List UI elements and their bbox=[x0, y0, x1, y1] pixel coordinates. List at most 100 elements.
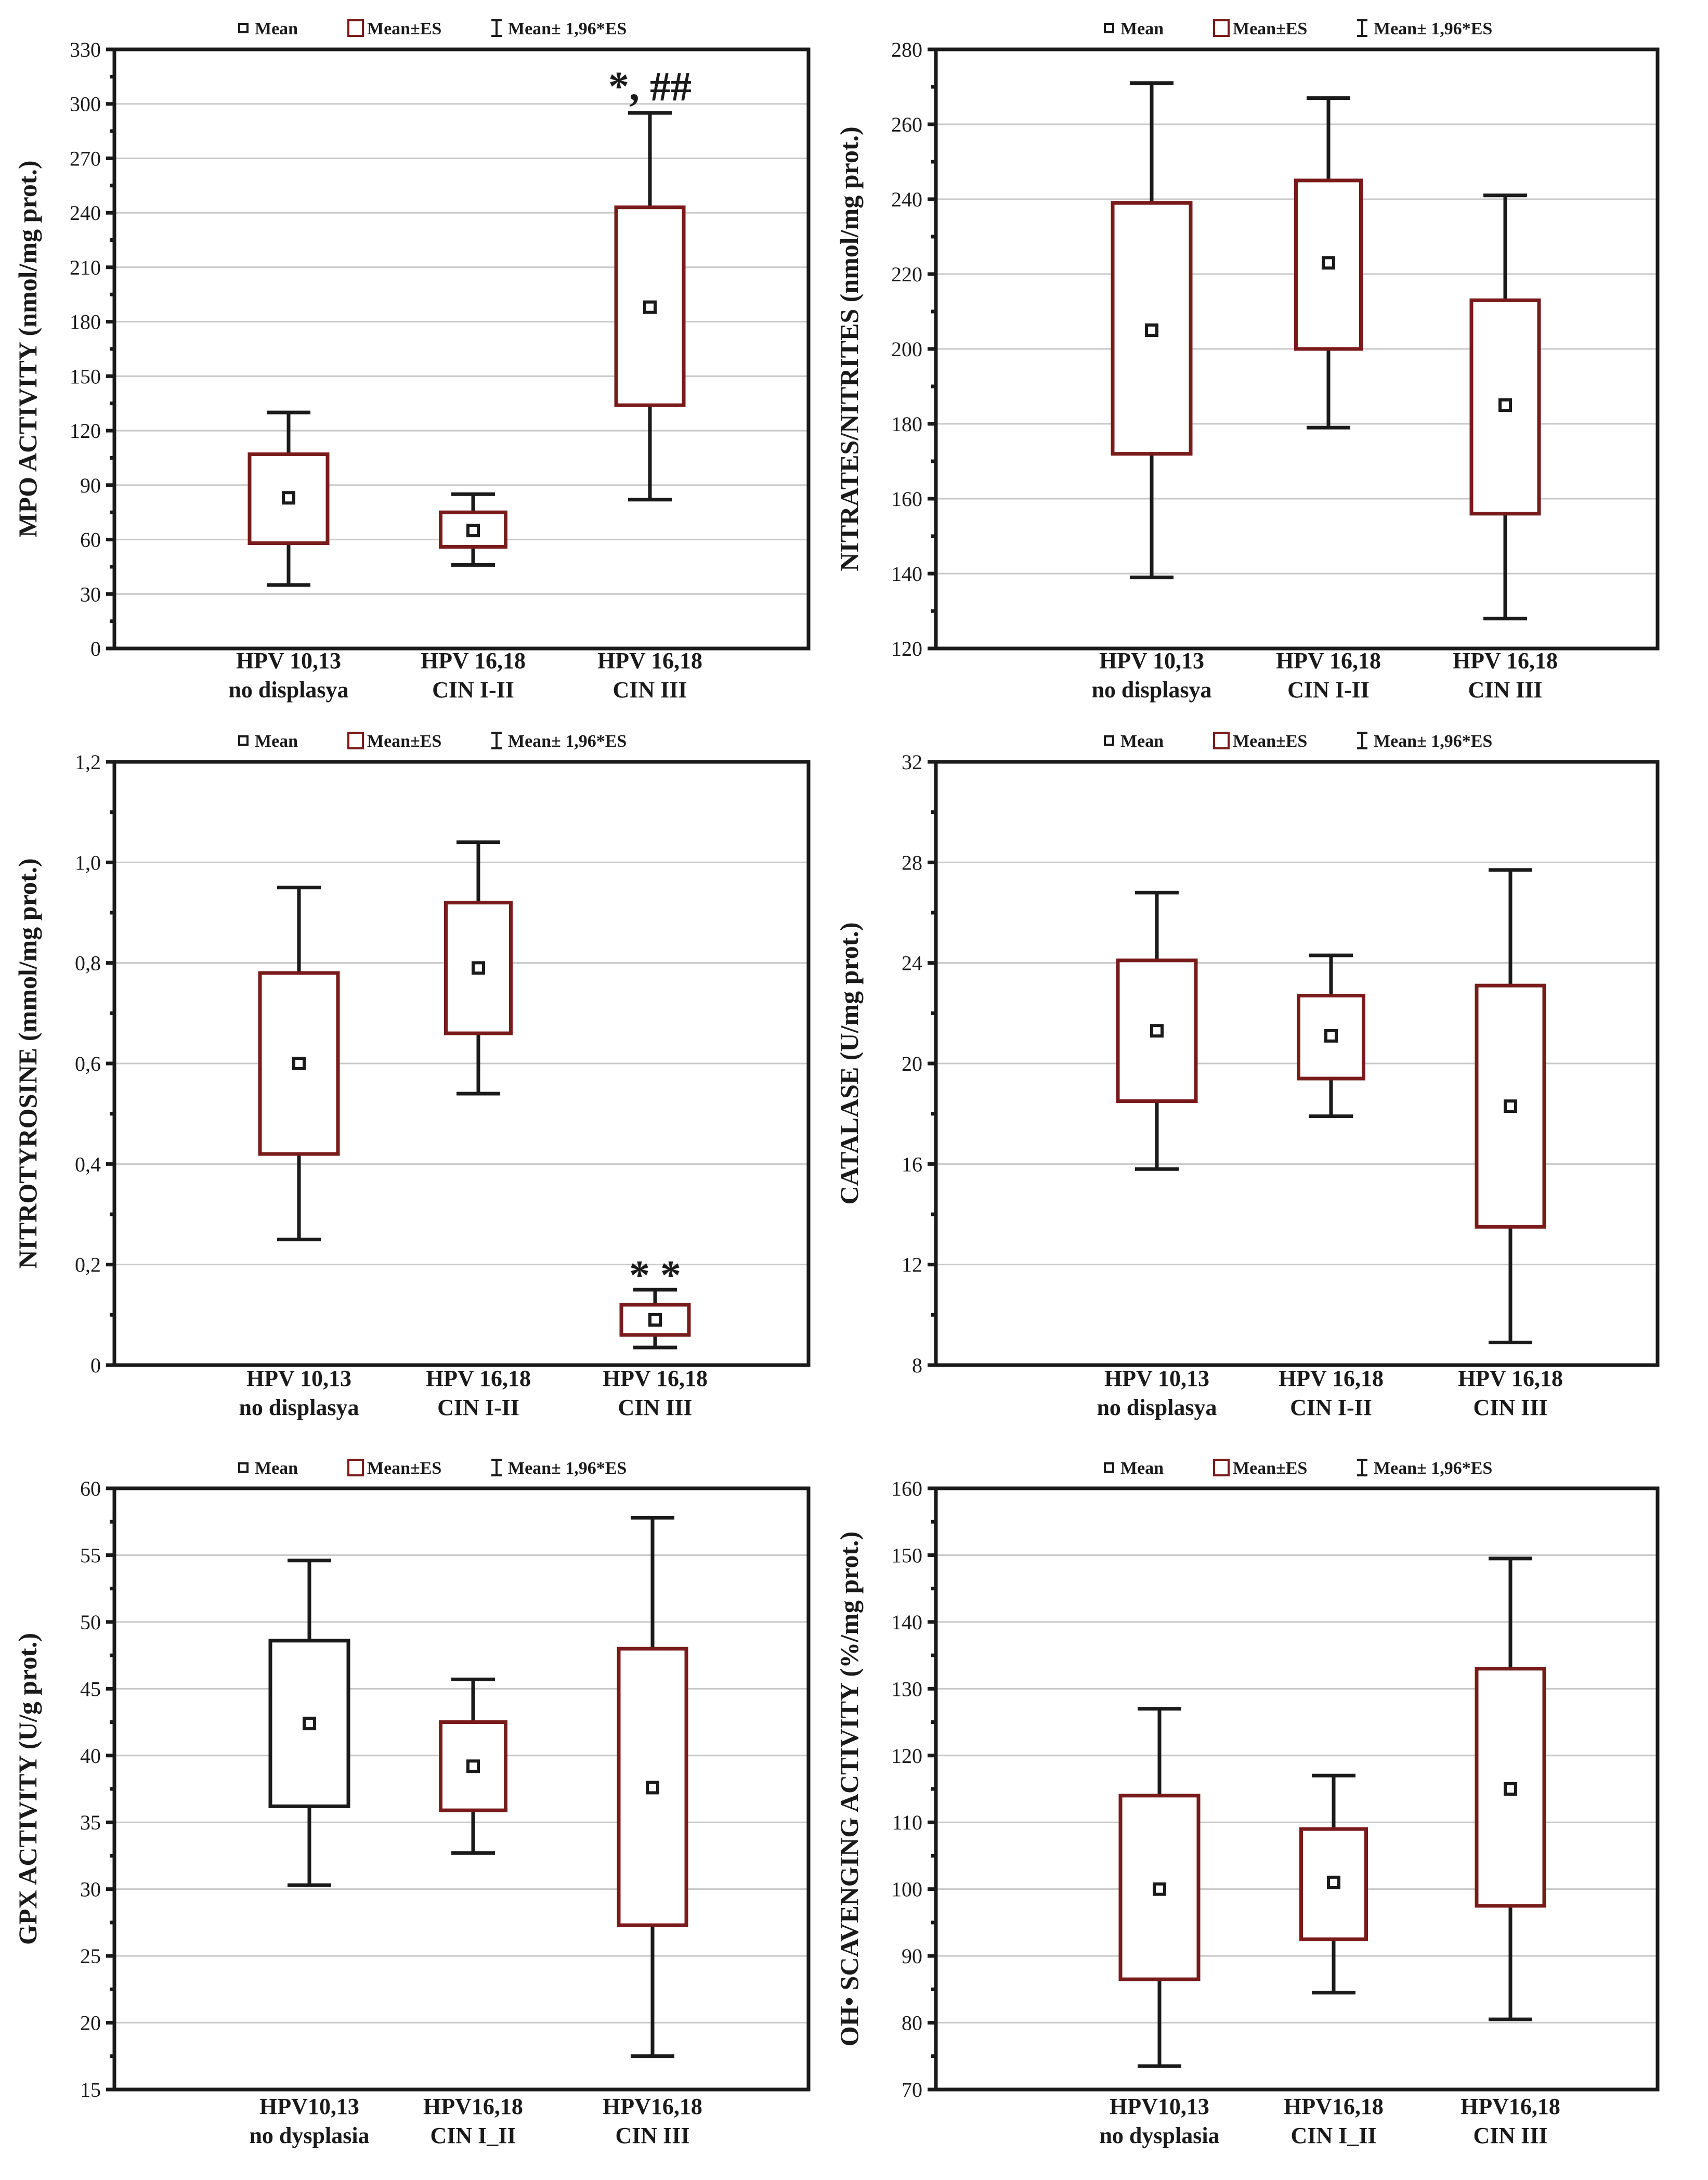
x-category-sublabel: CIN III bbox=[1473, 2123, 1547, 2148]
legend-mean-icon bbox=[238, 735, 249, 746]
series-1 bbox=[268, 1559, 350, 1887]
mean-marker bbox=[303, 1717, 316, 1731]
legend-se-label: Mean±ES bbox=[367, 1459, 441, 1478]
y-tick-label: 60 bbox=[80, 528, 101, 552]
y-axis-label: NITRATES/NITRITES (nmol/mg prot.) bbox=[835, 126, 864, 571]
mean-marker bbox=[1498, 398, 1512, 412]
y-tick-label: 140 bbox=[891, 562, 922, 586]
y-tick-label: 25 bbox=[80, 1944, 101, 1968]
legend-se-icon bbox=[347, 1459, 364, 1476]
legend-ci-label: Mean± 1,96*ES bbox=[1374, 1459, 1492, 1478]
series-2 bbox=[1294, 96, 1363, 430]
y-axis-label: OH• SCAVENGING ACTIVITY (%/mg prot.) bbox=[835, 1532, 864, 2046]
y-tick-label: 130 bbox=[891, 1677, 922, 1701]
series-1 bbox=[258, 886, 340, 1241]
legend-mean-label: Mean bbox=[1120, 19, 1164, 38]
x-category-sublabel: CIN I-II bbox=[432, 677, 514, 703]
x-category-label: HPV 10,13 bbox=[246, 1366, 351, 1391]
x-category-label: HPV 16,18 bbox=[1276, 648, 1381, 673]
legend-mean-icon bbox=[238, 23, 249, 33]
legend-mean-icon bbox=[1104, 23, 1114, 33]
y-tick-label: 160 bbox=[891, 487, 922, 511]
y-tick-label: 45 bbox=[80, 1677, 101, 1701]
series-3 bbox=[1475, 1556, 1546, 2021]
x-category-sublabel: no dysplasia bbox=[249, 2123, 369, 2148]
y-tick-label: 140 bbox=[891, 1611, 922, 1634]
y-axis-label: GPX ACTIVITY (U/g prot.) bbox=[13, 1633, 42, 1945]
legend-se-label: Mean±ES bbox=[367, 19, 441, 38]
y-tick-label: 0 bbox=[90, 637, 101, 660]
legend-ci-icon bbox=[491, 732, 502, 749]
y-tick-label: 12 bbox=[902, 1253, 922, 1277]
y-tick-label: 28 bbox=[902, 851, 922, 874]
mean-marker bbox=[1327, 1875, 1340, 1889]
y-tick-label: 210 bbox=[70, 256, 101, 279]
y-tick-label: 20 bbox=[902, 1052, 922, 1075]
legend: Mean Mean±ES Mean± 1,96*ES bbox=[1104, 732, 1492, 751]
series-3 bbox=[614, 111, 686, 502]
mean-marker bbox=[1324, 1029, 1338, 1043]
x-category-sublabel: CIN III bbox=[612, 677, 687, 703]
chart-panel-6: 70 80 90 100 110 120 130 140 150 160 OH• SCAVENGIN… bbox=[835, 1459, 1660, 2148]
mean-marker bbox=[643, 300, 657, 314]
plot-frame bbox=[112, 760, 811, 1367]
x-category-sublabel: CIN I_II bbox=[1290, 2123, 1376, 2148]
legend-ci-icon bbox=[1357, 19, 1367, 37]
x-category-label: HPV 16,18 bbox=[1279, 1366, 1384, 1391]
series-1 bbox=[247, 410, 330, 587]
series-1 bbox=[1111, 81, 1193, 579]
x-category-sublabel: CIN III bbox=[1473, 1395, 1547, 1420]
y-tick-label: 120 bbox=[70, 419, 101, 443]
mean-marker bbox=[282, 491, 295, 505]
legend-ci-icon bbox=[491, 19, 502, 37]
legend-se-label: Mean±ES bbox=[367, 732, 441, 751]
y-tick-label: 120 bbox=[891, 637, 922, 660]
mean-marker bbox=[466, 1759, 480, 1773]
legend-mean-label: Mean bbox=[255, 19, 298, 38]
y-tick-label: 16 bbox=[902, 1152, 922, 1176]
legend-se-icon bbox=[1213, 732, 1230, 749]
x-category-label: HPV 16,18 bbox=[1453, 648, 1558, 673]
y-tick-label: 1,2 bbox=[75, 750, 101, 774]
x-category-label: HPV16,18 bbox=[1461, 2094, 1560, 2119]
legend: Mean Mean±ES Mean± 1,96*ES bbox=[1104, 1459, 1492, 1478]
x-category-label: HPV 16,18 bbox=[597, 648, 702, 673]
legend-ci-label: Mean± 1,96*ES bbox=[508, 732, 627, 751]
legend-se-icon bbox=[1213, 1459, 1230, 1476]
y-tick-label: 1,0 bbox=[75, 851, 101, 874]
x-category-sublabel: CIN I-II bbox=[1290, 1395, 1372, 1420]
x-category-label: HPV 16,18 bbox=[1458, 1366, 1563, 1391]
x-category-sublabel: CIN III bbox=[1468, 677, 1542, 703]
chart-panel-3: 0 0,2 0,4 0,6 0,8 1,0 1,2 NITROTYROSINE (mmol/m… bbox=[13, 732, 811, 1420]
legend-ci-label: Mean± 1,96*ES bbox=[1374, 732, 1492, 751]
mean-marker bbox=[1150, 1024, 1164, 1038]
mean-marker bbox=[1322, 256, 1335, 270]
mean-marker bbox=[648, 1313, 662, 1327]
x-category-label: HPV16,18 bbox=[423, 2094, 523, 2119]
legend-mean-label: Mean bbox=[1120, 732, 1164, 751]
y-tick-label: 160 bbox=[891, 1477, 922, 1500]
mean-marker bbox=[472, 961, 485, 975]
x-category-label: HPV 16,18 bbox=[426, 1366, 531, 1391]
y-axis-label: MPO ACTIVITY (nmol/mg prot.) bbox=[13, 161, 42, 538]
x-category-sublabel: CIN I_II bbox=[430, 2123, 516, 2148]
se-box bbox=[614, 205, 686, 407]
series-2 bbox=[439, 492, 507, 567]
y-tick-label: 180 bbox=[70, 310, 101, 334]
legend: Mean Mean±ES Mean± 1,96*ES bbox=[238, 732, 627, 751]
plot-frame bbox=[934, 760, 1660, 1367]
x-category-label: HPV10,13 bbox=[1110, 2094, 1209, 2119]
y-tick-label: 180 bbox=[891, 412, 922, 436]
series-2 bbox=[444, 840, 513, 1096]
x-category-label: HPV16,18 bbox=[1284, 2094, 1384, 2119]
y-tick-label: 240 bbox=[70, 201, 101, 225]
y-tick-label: 50 bbox=[80, 1611, 101, 1634]
significance-annotation: * * bbox=[629, 1253, 681, 1299]
y-tick-label: 90 bbox=[80, 474, 101, 497]
y-tick-label: 70 bbox=[902, 2078, 922, 2101]
y-tick-label: 20 bbox=[80, 2012, 101, 2035]
y-tick-label: 15 bbox=[80, 2078, 101, 2101]
y-tick-label: 260 bbox=[891, 113, 922, 136]
se-box bbox=[1469, 298, 1541, 516]
x-category-label: HPV 10,13 bbox=[1104, 1366, 1209, 1391]
